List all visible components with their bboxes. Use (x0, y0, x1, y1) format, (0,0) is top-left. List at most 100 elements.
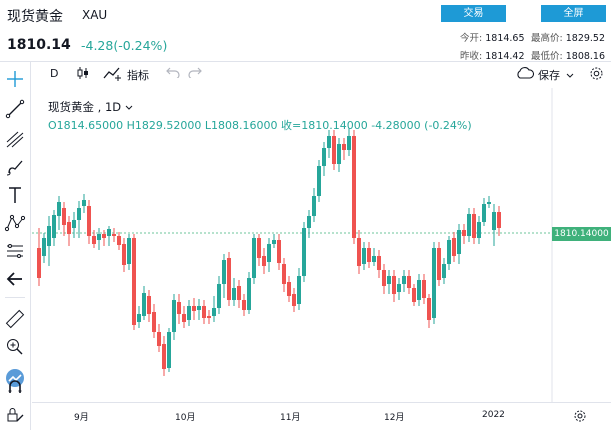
high-quote: 最高价: 1829.52 (531, 30, 605, 44)
candle-body (287, 282, 291, 296)
candlestick-chart[interactable] (32, 88, 611, 402)
candle-body (267, 244, 271, 262)
candle-body (217, 284, 221, 308)
time-label-sep: 9月 (74, 413, 89, 423)
candle-body (102, 234, 106, 238)
candle-body (437, 248, 441, 280)
candles-group (37, 128, 501, 376)
candle-body (292, 294, 296, 306)
candle-body (57, 202, 61, 216)
fullscreen-button[interactable]: 全屏 (541, 5, 606, 22)
candle-body (147, 296, 151, 314)
header-divider (0, 61, 611, 62)
interval-button[interactable]: D (50, 67, 59, 80)
candle-body (127, 238, 131, 264)
candle-body (302, 228, 306, 276)
candle-body (37, 248, 41, 278)
save-button[interactable]: 保存 (538, 69, 560, 82)
candle-body (337, 144, 341, 164)
candle-body (152, 312, 156, 332)
candle-body (117, 236, 121, 245)
candle-body (487, 202, 491, 204)
instrument-symbol: XAU (82, 8, 108, 22)
candle-body (322, 148, 326, 166)
zoom-in-icon[interactable] (4, 336, 26, 358)
magnet-icon[interactable] (4, 376, 26, 398)
measure-lines-icon[interactable] (4, 240, 26, 262)
candle-body (427, 298, 431, 320)
ruler-icon[interactable] (4, 308, 26, 330)
chart-legend-title[interactable]: 现货黄金 , 1D (48, 99, 133, 115)
candle-body (492, 212, 496, 230)
candle-body (162, 344, 166, 369)
candle-body (62, 208, 66, 225)
candle-body (477, 222, 481, 238)
save-dropdown-icon[interactable] (566, 69, 574, 82)
candle-body (382, 270, 386, 286)
time-label-dec: 12月 (384, 413, 405, 423)
axis-settings-gear-icon[interactable] (573, 408, 587, 422)
legend-name: 现货黄金 , 1D (48, 100, 122, 114)
candle-body (227, 258, 231, 300)
candle-body (307, 216, 311, 228)
candle-body (387, 276, 391, 284)
open-value: 1814.65 (485, 33, 525, 44)
undo-icon[interactable] (166, 64, 180, 81)
candle-body (342, 144, 346, 150)
last-price: 1810.14 (7, 37, 71, 53)
candle-type-icon[interactable] (76, 66, 90, 83)
candle-body (397, 284, 401, 292)
candle-body (47, 226, 51, 246)
candle-body (332, 136, 336, 164)
candle-body (72, 220, 76, 228)
crosshair-icon[interactable] (4, 68, 26, 90)
candle-body (467, 214, 471, 236)
time-label-2022: 2022 (482, 410, 505, 420)
candle-body (167, 332, 171, 368)
high-value: 1829.52 (565, 33, 606, 44)
brush-icon[interactable] (4, 156, 26, 178)
indicators-icon[interactable] (103, 65, 123, 84)
candle-body (202, 306, 206, 318)
lock-pencil-icon[interactable] (4, 403, 26, 425)
back-arrow-icon[interactable] (4, 268, 26, 290)
candle-body (417, 280, 421, 300)
last-price-tag: 1810.14000 (552, 227, 611, 241)
toolbar-divider (5, 297, 25, 298)
candle-body (187, 306, 191, 320)
pattern-icon[interactable] (4, 212, 26, 234)
open-quote: 今开: 1814.65 (460, 30, 525, 44)
candle-body (452, 238, 456, 256)
candle-body (297, 276, 301, 304)
settings-gear-icon[interactable] (589, 66, 604, 84)
candle-body (462, 230, 466, 236)
trend-line-icon[interactable] (4, 98, 26, 120)
candle-body (352, 136, 356, 238)
candle-body (222, 260, 226, 284)
candle-body (257, 238, 261, 258)
high-label: 最高价: (531, 33, 563, 44)
candle-body (172, 300, 176, 332)
candle-body (87, 206, 91, 236)
candle-body (392, 276, 396, 294)
candle-body (197, 306, 201, 310)
pitchfork-icon[interactable] (4, 128, 26, 150)
candle-body (262, 256, 266, 266)
indicators-button[interactable]: 指标 (127, 69, 149, 82)
candle-body (272, 240, 276, 244)
candle-body (482, 204, 486, 222)
legend-dropdown-icon[interactable] (125, 105, 133, 111)
cloud-icon[interactable] (515, 66, 535, 83)
candle-body (97, 234, 101, 240)
candle-body (132, 238, 136, 325)
trade-button[interactable]: 交易 (441, 5, 506, 22)
candle-body (137, 314, 141, 322)
time-label-nov: 11月 (280, 413, 301, 423)
low-label: 最低价: (531, 51, 563, 62)
text-tool-icon[interactable] (4, 184, 26, 206)
candle-body (157, 332, 161, 346)
candle-body (77, 208, 81, 220)
candle-body (442, 264, 446, 278)
redo-icon[interactable] (188, 64, 202, 81)
price-change: -4.28(-0.24%) (81, 38, 168, 53)
